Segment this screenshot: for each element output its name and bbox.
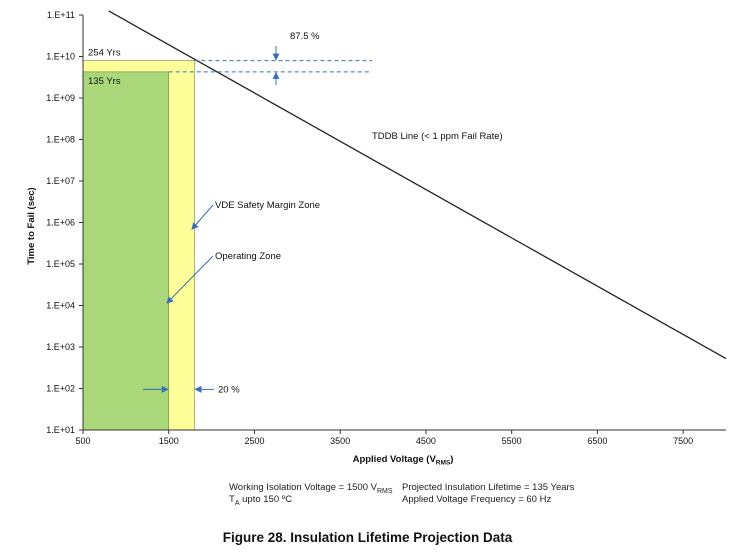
x-tick-label: 7500 — [673, 436, 693, 446]
x-axis-title-sub: RMS — [436, 460, 451, 467]
x-tick-label: 6500 — [587, 436, 607, 446]
label-tddb-line: TDDB Line (< 1 ppm Fail Rate) — [372, 131, 503, 142]
label-vde-zone: VDE Safety Margin Zone — [215, 200, 320, 211]
lifetime-chart: 1.E+11 1.E+10 1.E+09 1.E+08 1.E+07 1.E+06 1.E+… — [26, 10, 727, 467]
zone-operating-zone — [82, 71, 170, 431]
x-tick-label: 1500 — [159, 436, 179, 446]
y-tick-label: 1.E+10 — [46, 52, 75, 62]
label-operating-zone: Operating Zone — [215, 251, 281, 262]
figure-caption: Figure 28. Insulation Lifetime Projectio… — [222, 530, 513, 545]
x-axis-title-close: ) — [450, 454, 453, 465]
y-tick-label: 1.E+11 — [47, 10, 75, 20]
working-voltage-note: Working Isolation Voltage = 1500 VRMS — [229, 482, 393, 495]
y-tick-label: 1.E+04 — [46, 301, 75, 311]
y-tick-label: 1.E+06 — [46, 218, 75, 228]
y-axis-title: Time to Fail (sec) — [26, 187, 37, 264]
label-254-yrs: 254 Yrs — [88, 48, 121, 59]
arrow-operating-zone — [166, 255, 214, 304]
x-axis-title: Applied Voltage (VRMS) — [353, 454, 454, 467]
frequency-note: Applied Voltage Frequency = 60 Hz — [402, 494, 552, 505]
series-layer — [108, 10, 727, 360]
working-voltage-sub: RMS — [376, 487, 393, 495]
label-20-pct: 20 % — [218, 384, 240, 395]
axes-layer: 1.E+11 1.E+10 1.E+09 1.E+08 1.E+07 1.E+06 1.E+… — [46, 10, 726, 446]
x-tick-label: 3500 — [330, 436, 350, 446]
y-tick-label: 1.E+03 — [46, 342, 75, 352]
label-87-5-pct: 87.5 % — [290, 31, 320, 42]
annotations-layer: 254 Yrs 135 Yrs 87.5 % TDDB Line (< 1 ppm F… — [88, 31, 503, 395]
tddb-line — [108, 10, 727, 360]
x-tick-label: 4500 — [416, 436, 436, 446]
temperature-note: TA upto 150 ºC — [229, 494, 293, 507]
temperature-sub: A — [234, 499, 240, 507]
y-tick-label: 1.E+07 — [46, 176, 75, 186]
label-135-yrs: 135 Yrs — [88, 76, 121, 87]
y-tick-label: 1.E+01 — [46, 425, 75, 435]
x-tick-label: 2500 — [244, 436, 264, 446]
lifetime-note: Projected Insulation Lifetime = 135 Year… — [402, 482, 575, 493]
y-tick-label: 1.E+09 — [46, 93, 75, 103]
zones-layer — [82, 60, 195, 431]
y-tick-label: 1.E+08 — [46, 135, 75, 145]
y-tick-label: 1.E+05 — [46, 259, 75, 269]
x-tick-label: 5500 — [502, 436, 522, 446]
arrow-vde-zone — [191, 204, 214, 230]
x-tick-label: 500 — [75, 436, 90, 446]
y-tick-label: 1.E+02 — [46, 384, 75, 394]
